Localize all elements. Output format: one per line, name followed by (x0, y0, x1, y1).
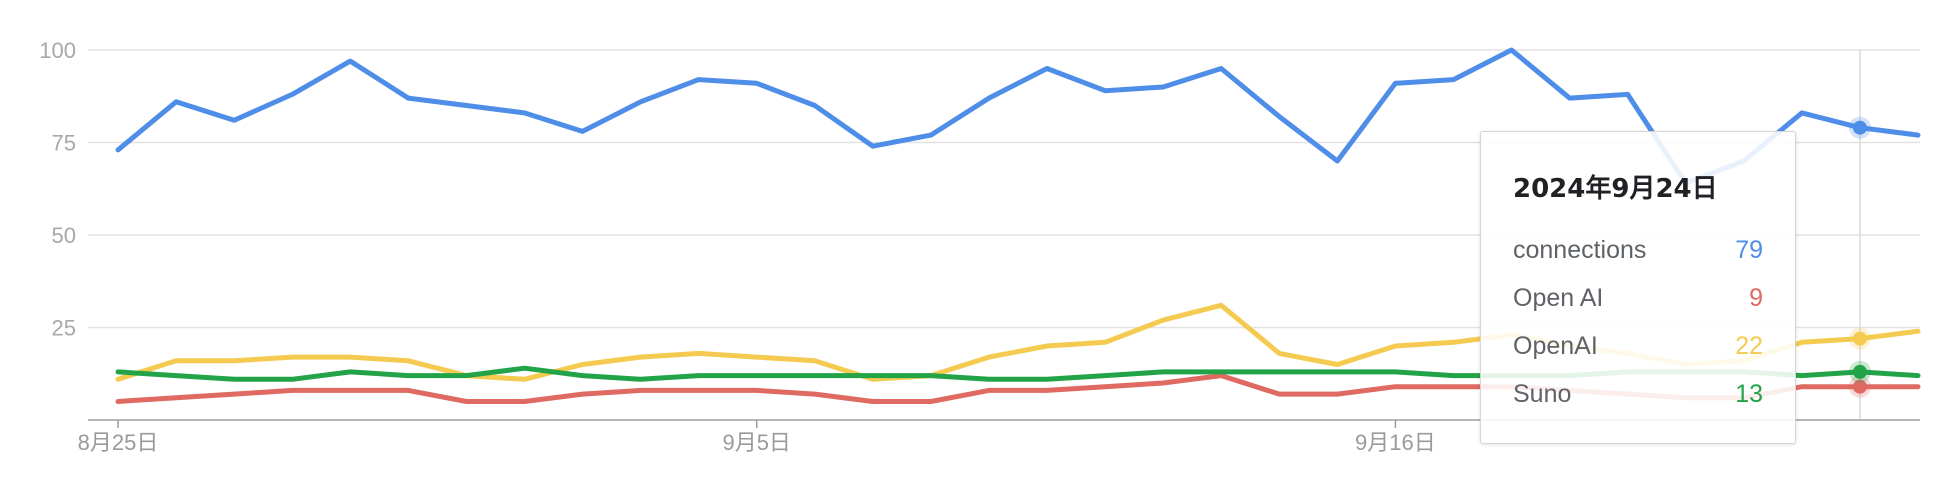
y-tick-label: 75 (52, 131, 76, 156)
tooltip-series-value: 13 (1735, 380, 1763, 408)
hover-point-open-ai[interactable] (1852, 379, 1867, 394)
hover-point-connections[interactable] (1852, 120, 1867, 135)
tooltip-series-name: connections (1513, 236, 1647, 264)
tooltip-series-value: 9 (1749, 284, 1763, 312)
hover-marker[interactable] (1848, 116, 1871, 398)
tooltip-row-openai: OpenAI 22 (1513, 332, 1763, 366)
tooltip-series-value: 22 (1735, 332, 1763, 360)
tooltip-row-connections: connections 79 (1513, 236, 1763, 270)
tooltip-series-name: Suno (1513, 380, 1572, 408)
tooltip-series-name: OpenAI (1513, 332, 1598, 360)
y-tick-label: 50 (52, 223, 76, 248)
y-tick-label: 100 (39, 38, 76, 63)
x-tick-label: 9月5日 (722, 430, 790, 455)
tooltip-series-value: 79 (1735, 236, 1763, 264)
series-line-connections (115, 47, 1921, 186)
chart-tooltip: 2024年9月24日 connections 79 Open AI 9 Open… (1480, 131, 1796, 444)
y-tick-label: 25 (52, 316, 76, 341)
x-tick-label: 9月16日 (1355, 430, 1436, 455)
tooltip-row-suno: Suno 13 (1513, 380, 1763, 414)
x-tick-label: 8月25日 (78, 430, 159, 455)
axes: 100 75 50 25 8月25日 9月5日 9月16日 (39, 38, 1920, 455)
tooltip-row-open-ai: Open AI 9 (1513, 284, 1763, 318)
tooltip-date: 2024年9月24日 (1513, 174, 1718, 204)
tooltip-series-name: Open AI (1513, 284, 1604, 312)
hover-point-suno[interactable] (1852, 364, 1867, 379)
hover-point-openai[interactable] (1852, 331, 1867, 346)
